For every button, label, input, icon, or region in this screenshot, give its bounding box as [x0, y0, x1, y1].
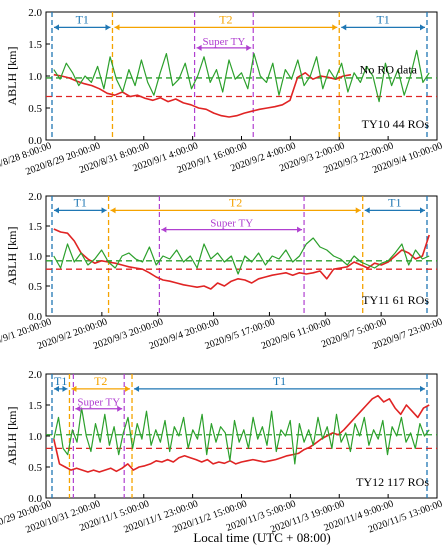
typhoon-label: TY10 44 ROs	[362, 117, 430, 131]
y-tick-label: 1.5	[28, 221, 42, 233]
period-label: T1	[376, 12, 389, 26]
period-arrow-t1-right-head	[420, 385, 425, 392]
green-ablh-line	[53, 407, 430, 465]
period-label: T1	[54, 374, 67, 388]
y-tick-label: 0.0	[28, 493, 42, 505]
period-arrow-t2-left-head	[114, 24, 120, 31]
y-tick-label: 1.5	[28, 400, 42, 412]
y-tick-label: 0.5	[28, 462, 42, 474]
period-arrow-t1-left-head	[54, 207, 59, 214]
y-tick-label: 0.5	[28, 103, 42, 115]
period-arrow-t2-right-head	[125, 385, 131, 392]
period-arrow-t1-right-head	[420, 24, 425, 31]
x-axis-label: Local time (UTC + 08:00)	[193, 530, 330, 545]
super-ty-label: Super TY	[77, 397, 120, 409]
no-ro-data-annotation: No RO data	[360, 62, 418, 76]
y-tick-label: 0.0	[28, 135, 42, 147]
y-tick-label: 2.0	[28, 369, 42, 381]
y-axis-label: ABLH [km]	[5, 47, 19, 106]
period-arrow-t1-right-head	[62, 385, 68, 392]
period-arrow-t1-right-head	[420, 207, 425, 214]
y-tick-label: 1.0	[28, 71, 42, 83]
y-axis-label: ABLH [km]	[5, 407, 19, 466]
period-arrow-t1-left-head	[54, 24, 59, 31]
y-tick-label: 1.5	[28, 39, 42, 51]
period-label: T1	[388, 195, 401, 209]
period-arrow-t1-left-head	[341, 24, 347, 31]
period-label: T1	[273, 374, 286, 388]
super-ty-arrow-right-head	[297, 226, 303, 233]
ro-ablh-line	[53, 228, 430, 290]
period-arrow-t1-left-head	[364, 207, 370, 214]
y-tick-label: 1.0	[28, 251, 42, 263]
y-tick-label: 2.0	[28, 191, 42, 203]
y-tick-label: 0.0	[28, 311, 42, 323]
period-arrow-t2-left-head	[71, 385, 77, 392]
period-arrow-t2-right-head	[355, 207, 361, 214]
super-ty-arrow-right-head	[117, 405, 123, 412]
period-arrow-t2-left-head	[110, 207, 116, 214]
super-ty-arrow-right-head	[246, 44, 252, 51]
period-label: T1	[74, 195, 87, 209]
y-axis-label: ABLH [km]	[5, 227, 19, 286]
typhoon-label: TY11 61 ROs	[362, 293, 429, 307]
green-ablh-line	[53, 49, 430, 103]
period-label: T2	[94, 374, 107, 388]
super-ty-arrow-left-head	[161, 226, 167, 233]
y-tick-label: 0.5	[28, 281, 42, 293]
y-tick-label: 2.0	[28, 7, 42, 19]
period-arrow-t1-left-head	[54, 385, 59, 392]
period-label: T2	[229, 195, 242, 209]
green-ablh-line	[53, 237, 430, 275]
period-arrow-t1-left-head	[134, 385, 140, 392]
period-label: T2	[219, 12, 232, 26]
period-label: T1	[76, 12, 89, 26]
ro-ablh-line	[53, 394, 430, 473]
y-tick-label: 1.0	[28, 431, 42, 443]
super-ty-arrow-left-head	[75, 405, 81, 412]
super-ty-label: Super TY	[210, 218, 253, 230]
super-ty-arrow-left-head	[196, 44, 202, 51]
period-arrow-t2-right-head	[332, 24, 338, 31]
period-arrow-t1-right-head	[105, 24, 111, 31]
period-arrow-t1-right-head	[101, 207, 107, 214]
typhoon-label: TY12 117 ROs	[356, 475, 429, 489]
super-ty-label: Super TY	[202, 36, 245, 48]
